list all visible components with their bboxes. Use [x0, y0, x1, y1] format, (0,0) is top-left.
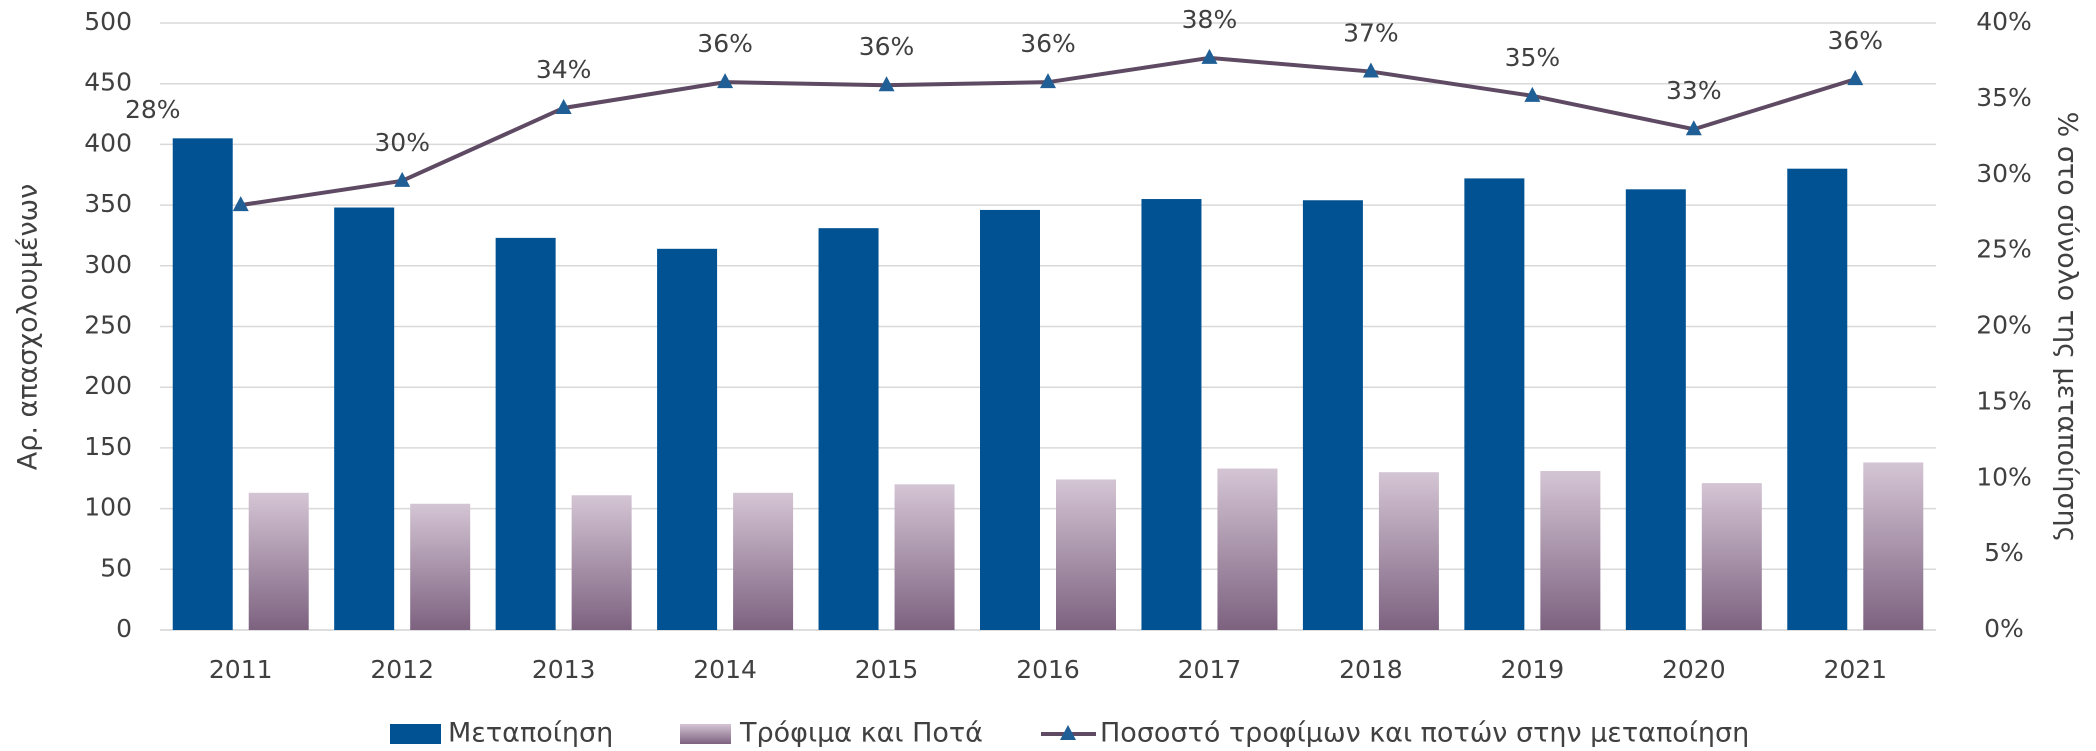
y-tick-label: 100	[84, 493, 132, 522]
y-tick-label: 450	[84, 68, 132, 97]
data-label: 36%	[1020, 29, 1076, 58]
y2-tick-label: 15%	[1976, 386, 2032, 415]
data-label: 28%	[125, 95, 181, 124]
bar	[571, 495, 632, 630]
y2-tick-label: 30%	[1976, 159, 2032, 188]
bar	[410, 503, 471, 630]
x-tick-label: 2021	[1823, 655, 1887, 684]
x-tick-label: 2014	[693, 655, 757, 684]
y-tick-label: 350	[84, 189, 132, 218]
bar	[248, 492, 309, 630]
y2-axis-title: % στο σύνολο της μεταποίησης	[2052, 112, 2083, 543]
y-tick-label: 0	[116, 614, 132, 643]
x-tick-label: 2020	[1662, 655, 1726, 684]
marker	[555, 98, 572, 114]
bar	[334, 207, 395, 630]
y2-tick-label: 20%	[1976, 311, 2032, 340]
x-tick-label: 2018	[1339, 655, 1403, 684]
marker	[1362, 62, 1379, 78]
bar	[1540, 470, 1601, 630]
bar	[980, 209, 1040, 630]
x-tick-label: 2013	[532, 655, 596, 684]
data-label: 36%	[697, 29, 753, 58]
data-label: 33%	[1666, 76, 1722, 105]
y-tick-label: 50	[100, 553, 132, 582]
legend-marker	[1060, 725, 1076, 740]
y-tick-label: 250	[84, 311, 132, 340]
bar	[1378, 472, 1439, 630]
marker	[1685, 120, 1702, 136]
data-label: 36%	[1827, 26, 1883, 55]
bar	[1217, 468, 1278, 630]
y-tick-label: 400	[84, 128, 132, 157]
legend-swatch	[680, 724, 731, 744]
legend-label: Ποσοστό τροφίμων και ποτών στην μεταποίη…	[1100, 718, 1749, 749]
y-tick-label: 300	[84, 250, 132, 279]
x-tick-label: 2015	[855, 655, 919, 684]
bar	[1141, 199, 1202, 630]
bar	[818, 228, 879, 630]
bar	[495, 237, 556, 631]
y-tick-label: 200	[84, 371, 132, 400]
legend-label: Μεταποίηση	[448, 718, 613, 749]
bar	[1302, 200, 1363, 630]
legend-label: Τρόφιμα και Ποτά	[739, 718, 983, 749]
marker	[1524, 86, 1541, 102]
y2-tick-label: 5%	[1984, 538, 2024, 567]
bar	[1863, 462, 1924, 630]
legend-swatch	[390, 724, 441, 744]
y-tick-label: 500	[84, 7, 132, 36]
y2-tick-label: 25%	[1976, 235, 2032, 264]
y2-tick-label: 35%	[1976, 83, 2032, 112]
x-tick-label: 2019	[1501, 655, 1565, 684]
marker	[1201, 48, 1218, 64]
x-tick-label: 2017	[1178, 655, 1242, 684]
y2-tick-label: 10%	[1976, 462, 2032, 491]
marker	[394, 171, 411, 187]
bar	[1787, 168, 1848, 630]
data-label: 30%	[374, 128, 430, 157]
marker	[878, 76, 895, 92]
bar	[1701, 483, 1762, 630]
bar	[1056, 479, 1116, 630]
y-tick-label: 150	[84, 432, 132, 461]
marker	[1847, 70, 1864, 86]
bar	[172, 138, 233, 630]
bar	[1464, 178, 1525, 630]
data-label: 36%	[859, 32, 915, 61]
marker	[1040, 73, 1056, 89]
x-tick-label: 2016	[1016, 655, 1080, 684]
y2-tick-label: 40%	[1976, 7, 2032, 36]
marker	[717, 73, 734, 89]
bar	[894, 484, 955, 630]
data-label: 37%	[1343, 19, 1399, 48]
data-label: 35%	[1505, 43, 1561, 72]
bar	[1625, 189, 1686, 630]
marker	[232, 196, 249, 212]
bar	[657, 248, 718, 630]
data-label: 34%	[536, 55, 592, 84]
y-axis-title: Αρ. απασχολουμένων	[13, 184, 44, 471]
y2-tick-label: 0%	[1984, 614, 2024, 643]
data-label: 38%	[1182, 5, 1238, 34]
x-tick-label: 2012	[370, 655, 434, 684]
bar	[733, 492, 794, 630]
x-tick-label: 2011	[209, 655, 273, 684]
